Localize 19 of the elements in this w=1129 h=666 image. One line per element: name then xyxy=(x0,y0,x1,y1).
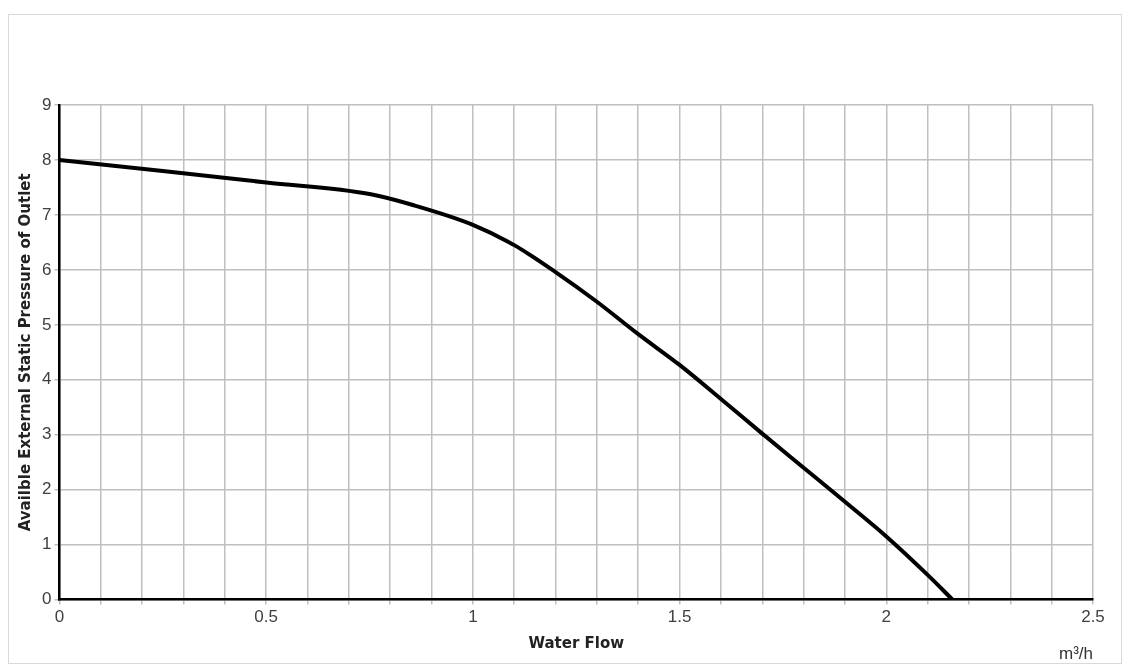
x-tick-label: 1.5 xyxy=(667,607,692,627)
y-tick-label: 0 xyxy=(41,589,52,609)
y-tick-label: 2 xyxy=(41,479,52,499)
x-tick-label: 0.5 xyxy=(254,607,278,627)
x-tick-label: 2 xyxy=(881,607,892,627)
y-tick-label: 5 xyxy=(41,314,52,334)
y-tick-label: 9 xyxy=(41,94,52,114)
y-tick-label: 8 xyxy=(41,149,52,169)
x-tick-label: 2.5 xyxy=(1081,607,1105,627)
x-tick-label: 0 xyxy=(54,607,65,627)
x-axis-title: Water Flow xyxy=(528,633,625,652)
text: m³/h xyxy=(1059,643,1093,663)
y-tick-label: 3 xyxy=(41,424,52,444)
y-tick-label: 7 xyxy=(41,204,52,224)
y-tick-label: 4 xyxy=(41,369,52,389)
y-axis-title: Availble External Static Pressure of Outlet xyxy=(15,173,34,532)
x-tick-label: 1 xyxy=(468,607,478,627)
y-tick-label: 6 xyxy=(41,259,52,279)
y-tick-label: 1 xyxy=(41,534,52,554)
